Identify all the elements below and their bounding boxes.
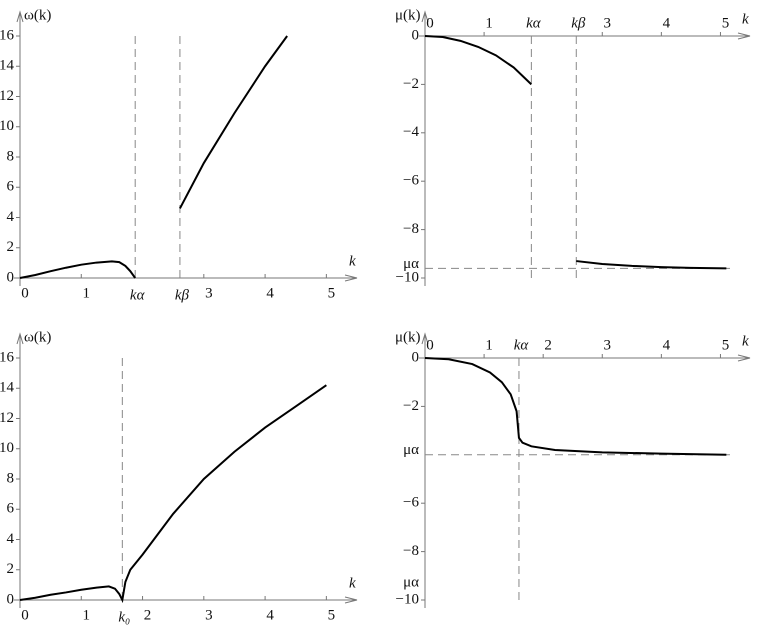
y-tick-label: 0 — [412, 27, 420, 43]
y-tick-label: 0 — [7, 269, 15, 285]
guide-label: μα — [403, 256, 419, 272]
y-tick-label: 2 — [7, 239, 15, 255]
x-tick-label: 1 — [83, 607, 91, 623]
y-axis-label: μ(k) — [395, 329, 421, 345]
y-tick-label: 8 — [7, 148, 15, 164]
x-axis — [14, 596, 358, 604]
x-tick-label: 0 — [426, 337, 434, 353]
y-tick-label: 12 — [0, 410, 14, 426]
y-tick-label: −10 — [396, 591, 419, 607]
x-tick-label: 4 — [663, 15, 671, 31]
guide-label: kβ — [571, 15, 586, 31]
x-tick-label: 3 — [205, 285, 213, 301]
y-tick-label: 16 — [0, 349, 15, 365]
x-axis — [419, 32, 751, 40]
curve — [424, 357, 727, 456]
y-tick-label: −6 — [403, 495, 419, 511]
curve — [576, 260, 727, 270]
x-tick-label: 4 — [266, 285, 274, 301]
y-axis-label: ω(k) — [24, 7, 51, 23]
x-tick-label: 0 — [21, 285, 29, 301]
x-axis-label: k — [349, 253, 356, 269]
x-tick-label: 2 — [544, 337, 552, 353]
x-tick-label: 3 — [205, 607, 213, 623]
x-axis-label: k — [742, 333, 749, 349]
y-tick-label: 8 — [7, 470, 15, 486]
y-tick-label: 12 — [0, 88, 14, 104]
y-axis — [421, 10, 429, 286]
x-tick-label: 3 — [604, 337, 612, 353]
y-tick-label: −8 — [403, 221, 419, 237]
y-tick-label: 10 — [0, 118, 14, 134]
x-axis-label: k — [349, 575, 356, 591]
x-tick-label: 4 — [266, 607, 274, 623]
x-tick-label: 1 — [485, 337, 493, 353]
y-tick-label: 14 — [0, 380, 15, 396]
x-tick-label: 5 — [328, 607, 336, 623]
y-tick-label: 10 — [0, 440, 14, 456]
y-tick-label: −2 — [403, 76, 419, 92]
y-tick-label: 2 — [7, 561, 15, 577]
y-tick-label: 0 — [412, 349, 420, 365]
x-axis-label: k — [742, 11, 749, 27]
x-tick-label: 3 — [604, 15, 612, 31]
y-tick-label: −4 — [403, 124, 419, 140]
y-tick-label: 16 — [0, 27, 15, 43]
curve — [179, 35, 288, 209]
curve — [424, 35, 533, 86]
y-tick-label: −2 — [403, 398, 419, 414]
y-axis — [16, 332, 24, 608]
curve — [19, 260, 137, 279]
y-tick-label: 4 — [7, 209, 15, 225]
x-tick-label: 5 — [722, 337, 730, 353]
x-tick-label: 5 — [328, 285, 336, 301]
guide-label: kα — [514, 337, 530, 353]
guide-label: μα — [403, 442, 419, 458]
y-tick-label: −6 — [403, 173, 419, 189]
y-tick-label: 14 — [0, 58, 15, 74]
x-tick-label: 4 — [663, 337, 671, 353]
x-axis — [14, 274, 358, 282]
guide-label: k₀ — [118, 609, 130, 625]
guide-label: kα — [526, 15, 542, 31]
x-axis — [419, 354, 751, 362]
annotation: μα — [403, 574, 419, 590]
y-axis-label: ω(k) — [24, 329, 51, 345]
y-tick-label: 6 — [7, 179, 15, 195]
x-tick-label: 0 — [21, 607, 29, 623]
x-tick-label: 1 — [485, 15, 493, 31]
y-tick-label: −10 — [396, 269, 419, 285]
curve — [19, 384, 327, 604]
guide-label: kα — [130, 287, 146, 303]
x-tick-label: 5 — [722, 15, 730, 31]
x-tick-label: 2 — [144, 607, 152, 623]
y-tick-label: −8 — [403, 543, 419, 559]
x-tick-label: 1 — [83, 285, 91, 301]
y-axis — [421, 332, 429, 608]
y-axis-label: μ(k) — [395, 7, 421, 23]
y-tick-label: 0 — [7, 591, 15, 607]
y-tick-label: 4 — [7, 531, 15, 547]
y-axis — [16, 10, 24, 286]
y-tick-label: 6 — [7, 501, 15, 517]
guide-label: kβ — [175, 287, 190, 303]
x-tick-label: 0 — [426, 15, 434, 31]
